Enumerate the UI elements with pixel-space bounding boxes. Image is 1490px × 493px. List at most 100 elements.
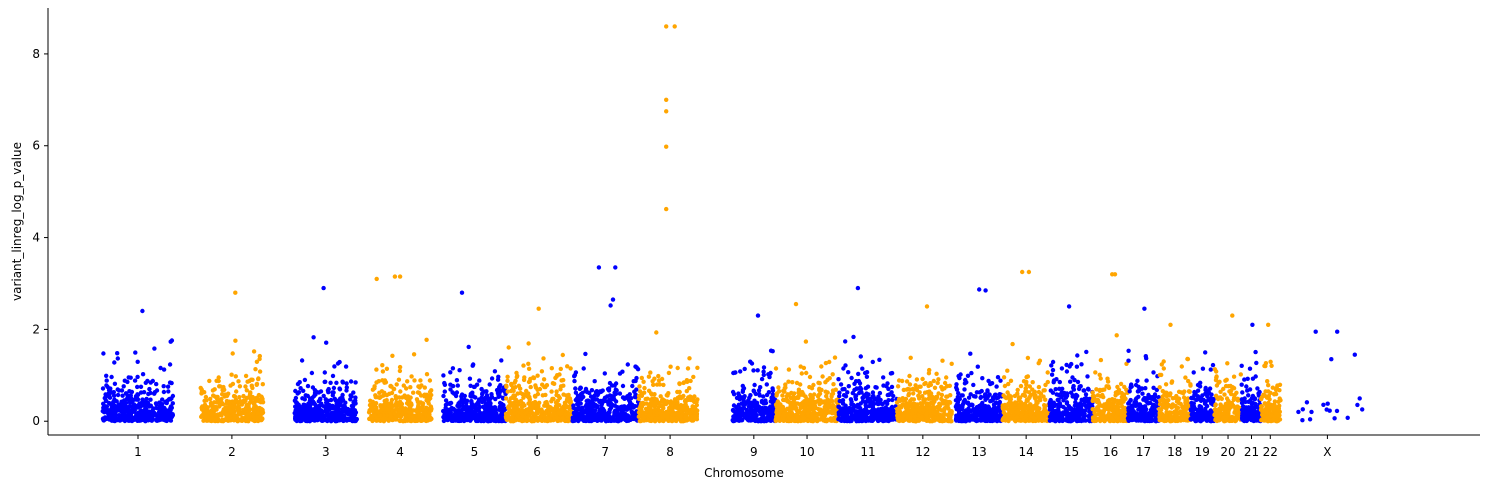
data-point (344, 385, 349, 390)
data-point (398, 406, 403, 411)
data-point (758, 385, 763, 390)
data-point (765, 406, 771, 412)
data-point (907, 373, 912, 379)
data-point (241, 398, 247, 403)
data-point (513, 418, 518, 423)
data-point (133, 396, 138, 402)
data-point (907, 382, 913, 387)
data-point (739, 401, 744, 406)
data-point (588, 394, 594, 399)
data-point (823, 360, 829, 366)
data-point (639, 401, 644, 406)
data-point (780, 393, 785, 398)
data-point (384, 398, 389, 403)
data-point (555, 418, 560, 424)
data-point (254, 359, 260, 364)
data-point (638, 418, 643, 424)
data-point (688, 378, 693, 384)
data-point (490, 405, 496, 411)
data-point (641, 415, 646, 420)
data-point (558, 366, 563, 372)
data-point (870, 390, 876, 395)
data-point (738, 369, 743, 374)
data-point (921, 397, 926, 403)
data-point (499, 358, 504, 363)
data-point (748, 409, 753, 415)
data-point (367, 416, 372, 422)
data-point (836, 404, 841, 409)
data-point (407, 405, 413, 411)
data-point (804, 370, 809, 376)
data-point (607, 380, 613, 386)
data-point (334, 413, 339, 418)
data-point (378, 413, 383, 418)
data-point (695, 397, 700, 402)
data-point (634, 365, 639, 370)
data-point (447, 409, 452, 415)
data-point (338, 417, 343, 422)
data-point (165, 384, 171, 389)
data-point (622, 411, 627, 416)
data-point (588, 404, 593, 409)
data-point (457, 368, 462, 373)
data-point (836, 417, 841, 422)
data-point (526, 366, 532, 371)
data-point (646, 374, 652, 379)
data-point (161, 384, 166, 389)
data-point (634, 387, 639, 392)
data-point (900, 413, 906, 418)
data-point (132, 408, 137, 413)
data-point (309, 370, 315, 376)
data-point (334, 380, 339, 385)
data-point (801, 415, 807, 421)
data-point (302, 377, 308, 383)
data-point (106, 391, 111, 396)
data-point (154, 381, 159, 387)
data-point (639, 407, 644, 412)
data-point (900, 378, 905, 384)
data-point (592, 393, 597, 398)
data-point (524, 418, 529, 423)
data-point (941, 408, 946, 413)
data-point (652, 392, 657, 397)
data-point (571, 403, 576, 408)
data-point (144, 414, 150, 419)
data-point (247, 378, 252, 384)
data-point (121, 384, 126, 389)
data-point (143, 380, 148, 385)
data-point (340, 392, 345, 398)
data-point (484, 389, 489, 394)
data-point (318, 389, 324, 394)
data-point (368, 398, 373, 403)
data-point-peak (672, 24, 677, 29)
data-point (751, 412, 757, 417)
data-point (487, 382, 492, 387)
data-point (350, 412, 356, 417)
data-point (738, 407, 743, 413)
data-point (923, 380, 928, 386)
data-point (543, 384, 548, 390)
data-point (255, 410, 260, 416)
data-point (386, 418, 391, 423)
data-point (210, 388, 216, 393)
data-point (467, 405, 472, 410)
data-point (484, 407, 489, 413)
data-point (352, 408, 358, 413)
data-point (557, 395, 562, 401)
data-point (112, 381, 118, 386)
data-point (336, 405, 341, 410)
points-layer (100, 24, 1365, 424)
data-point (298, 418, 303, 423)
data-point (471, 384, 477, 390)
data-point (796, 387, 802, 392)
data-point (631, 416, 636, 422)
data-point-peak (459, 290, 465, 295)
data-point (233, 374, 238, 379)
data-point (620, 395, 626, 400)
data-point (614, 388, 619, 393)
data-point (318, 408, 324, 413)
data-point (917, 390, 922, 395)
data-point (256, 376, 261, 381)
data-point (323, 379, 328, 384)
data-point (104, 378, 109, 383)
